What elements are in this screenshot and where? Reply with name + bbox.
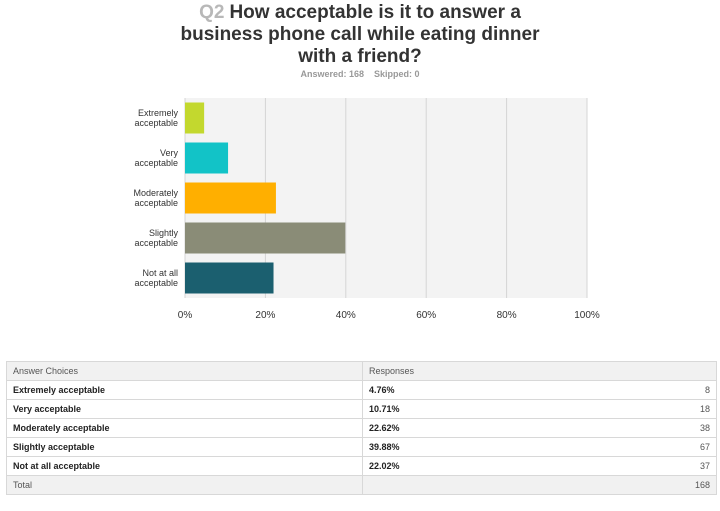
row-percent: 39.88% <box>362 437 603 457</box>
bar <box>185 262 274 294</box>
row-percent: 4.76% <box>362 380 603 400</box>
row-choice: Moderately acceptable <box>6 418 363 438</box>
row-percent: 22.62% <box>362 418 603 438</box>
category-label: acceptable <box>134 158 178 168</box>
bar <box>185 142 229 174</box>
title-line-3: with a friend? <box>298 46 422 67</box>
header-responses: Responses <box>362 361 717 381</box>
bar <box>185 182 276 214</box>
row-percent: 10.71% <box>362 399 603 419</box>
x-tick-label: 80% <box>497 310 517 321</box>
table-row: Moderately acceptable 22.62% 38 <box>6 418 717 438</box>
x-tick-label: 0% <box>178 310 193 321</box>
row-count: 8 <box>602 380 717 400</box>
header-answer-choices: Answer Choices <box>6 361 363 381</box>
answered-count: Answered: 168 <box>300 69 364 79</box>
total-value: 168 <box>602 475 717 495</box>
title-line-1-text: How acceptable is it to answer a <box>229 2 521 23</box>
table-row: Not at all acceptable 22.02% 37 <box>6 456 717 476</box>
row-choice: Slightly acceptable <box>6 437 363 457</box>
category-label: acceptable <box>134 238 178 248</box>
title-line-2: business phone call while eating dinner <box>180 24 540 45</box>
x-tick-label: 100% <box>574 310 600 321</box>
table-row: Very acceptable 10.71% 18 <box>6 399 717 419</box>
category-label: Not at all <box>142 268 178 278</box>
category-label: Very <box>160 148 179 158</box>
table-header-row: Answer Choices Responses <box>6 361 717 381</box>
table-row: Slightly acceptable 39.88% 67 <box>6 437 717 457</box>
bar-chart: 0% 20% 40% 60% 80% 100%ExtremelyacceptableVer… <box>133 98 600 321</box>
category-label: acceptable <box>134 278 178 288</box>
row-choice: Very acceptable <box>6 399 363 419</box>
category-label: acceptable <box>134 118 178 128</box>
row-choice: Extremely acceptable <box>6 380 363 400</box>
x-tick-label: 60% <box>416 310 436 321</box>
skipped-count: Skipped: 0 <box>374 69 420 79</box>
responses-table: Answer Choices Responses Extremely accep… <box>6 361 717 495</box>
question-number: Q2 <box>199 2 225 23</box>
table-row: Extremely acceptable 4.76% 8 <box>6 380 717 400</box>
table-total-row: Total 168 <box>6 475 717 495</box>
bar <box>185 222 346 254</box>
row-count: 37 <box>602 456 717 476</box>
title-line-1: Q2 How acceptable is it to answer a <box>0 2 720 24</box>
category-label: Moderately <box>133 188 178 198</box>
total-spacer <box>362 475 603 495</box>
row-percent: 22.02% <box>362 456 603 476</box>
row-count: 38 <box>602 418 717 438</box>
total-label: Total <box>6 475 363 495</box>
bar <box>185 102 205 134</box>
row-count: 18 <box>602 399 717 419</box>
x-tick-label: 40% <box>336 310 356 321</box>
category-label: Slightly <box>149 228 179 238</box>
response-stats: Answered: 168 Skipped: 0 <box>0 69 720 79</box>
x-tick-label: 20% <box>255 310 275 321</box>
row-choice: Not at all acceptable <box>6 456 363 476</box>
category-label: Extremely <box>138 108 179 118</box>
row-count: 67 <box>602 437 717 457</box>
question-title: Q2 How acceptable is it to answer a busin… <box>0 2 720 68</box>
category-label: acceptable <box>134 198 178 208</box>
